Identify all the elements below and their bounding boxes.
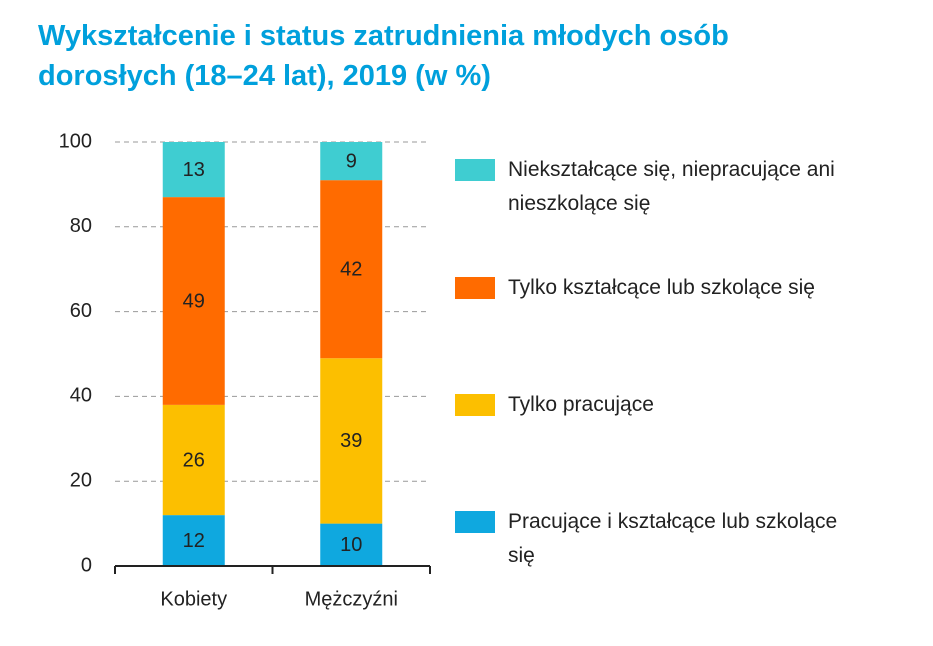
y-tick-label: 40 xyxy=(70,385,92,407)
legend-swatch xyxy=(455,511,495,533)
bar-segment xyxy=(320,523,383,566)
bar-segment xyxy=(162,197,225,405)
data-label: 26 xyxy=(183,449,205,471)
y-tick-label: 60 xyxy=(70,300,92,322)
legend-label: Pracujące i kształcące lub szkolące się xyxy=(508,510,838,567)
bar-segment xyxy=(162,142,225,198)
bar-segment xyxy=(162,515,225,566)
x-tick-label: Kobiety xyxy=(160,588,227,610)
data-label: 49 xyxy=(183,290,205,312)
legend-swatch xyxy=(455,159,495,181)
legend-label: Niekształcące się, niepracujące ani nies… xyxy=(508,158,835,215)
x-tick-label: Mężczyźni xyxy=(305,588,398,610)
data-label: 42 xyxy=(340,258,362,280)
y-tick-label: 20 xyxy=(70,469,92,491)
data-label: 12 xyxy=(183,530,205,552)
legend-swatch xyxy=(455,394,495,416)
y-tick-label: 80 xyxy=(70,215,92,237)
bar-segment xyxy=(162,404,225,516)
legend-swatch xyxy=(455,277,495,299)
data-label: 13 xyxy=(183,159,205,181)
y-tick-label: 0 xyxy=(81,554,92,576)
data-label: 39 xyxy=(340,430,362,452)
bar-segment xyxy=(320,142,383,181)
y-tick-label: 100 xyxy=(59,130,92,152)
bar-segment xyxy=(320,180,383,359)
legend-label: Tylko kształcące lub szkolące się xyxy=(508,276,815,299)
bar-segment xyxy=(320,358,383,524)
legend-label: Tylko pracujące xyxy=(508,393,654,416)
data-label: 10 xyxy=(340,534,362,556)
data-label: 9 xyxy=(346,150,357,172)
chart-title: Wykształcenie i status zatrudnienia młod… xyxy=(38,20,729,92)
